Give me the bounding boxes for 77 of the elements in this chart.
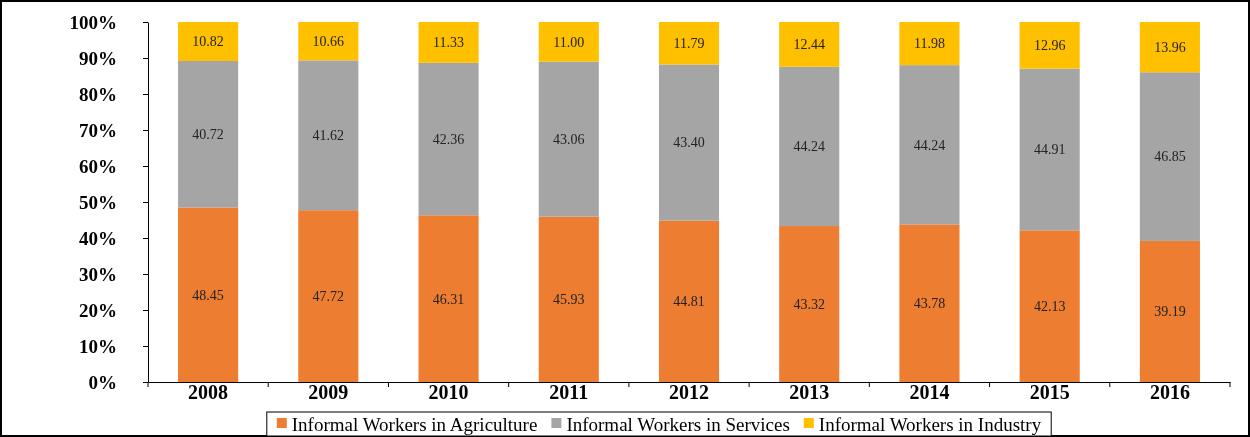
y-tick-label: 70% (79, 119, 117, 141)
data-label: 46.31 (432, 291, 465, 307)
bar (899, 65, 960, 225)
bar (899, 22, 960, 66)
legend-label: Informal Workers in Services (566, 413, 790, 435)
bar (178, 60, 239, 208)
y-tick-label: 0% (88, 371, 117, 393)
bar (779, 66, 840, 227)
x-tick-label: 2016 (1149, 381, 1190, 403)
y-tick-label: 20% (79, 299, 117, 321)
bar (1019, 68, 1080, 231)
data-label: 44.81 (673, 294, 705, 310)
bar (1139, 22, 1200, 73)
bar (418, 215, 479, 382)
data-label: 42.13 (1033, 299, 1066, 315)
data-label: 11.33 (433, 35, 465, 51)
x-tick-label: 2009 (308, 381, 349, 403)
data-label: 10.82 (192, 34, 224, 50)
x-tick-label: 2012 (669, 381, 709, 403)
bar (1139, 240, 1200, 382)
data-label: 10.66 (312, 34, 345, 50)
data-label: 44.24 (913, 137, 946, 153)
bar (298, 60, 359, 211)
legend-label: Informal Workers in Agriculture (291, 413, 538, 435)
data-label: 45.93 (553, 292, 585, 308)
x-tick-label: 2013 (789, 381, 830, 403)
bar (178, 22, 239, 61)
data-label: 43.40 (673, 135, 705, 151)
bar (298, 22, 359, 61)
data-label: 44.24 (793, 139, 825, 155)
bar (538, 61, 599, 217)
bar (658, 64, 720, 221)
bar (658, 22, 720, 65)
x-tick-label: 2011 (549, 381, 589, 403)
data-label: 43.78 (913, 296, 946, 312)
data-label: 43.06 (553, 132, 585, 148)
bar (418, 22, 479, 63)
data-label: 46.85 (1154, 149, 1186, 165)
data-label: 42.36 (432, 131, 465, 147)
data-label: 44.91 (1033, 142, 1066, 158)
bar (538, 216, 599, 382)
y-tick-label: 60% (79, 155, 117, 177)
bar (779, 226, 840, 382)
bar (418, 62, 479, 216)
data-label: 13.96 (1154, 40, 1186, 56)
y-tick-label: 90% (79, 47, 117, 69)
bar (178, 207, 239, 382)
y-tick-label: 80% (79, 83, 117, 105)
bar (899, 224, 960, 382)
data-label: 41.62 (312, 128, 345, 144)
x-tick-label: 2015 (1029, 381, 1070, 403)
data-label: 39.19 (1154, 304, 1186, 320)
bar (298, 210, 359, 382)
data-label: 12.96 (1033, 38, 1066, 54)
bar (658, 220, 720, 382)
y-tick-label: 50% (79, 191, 117, 213)
data-label: 12.44 (793, 37, 825, 53)
x-tick-label: 2010 (428, 381, 469, 403)
bar (538, 22, 599, 62)
x-tick-label: 2008 (188, 381, 229, 403)
data-label: 11.79 (673, 36, 705, 52)
data-label: 48.45 (192, 287, 224, 303)
data-label: 11.98 (913, 36, 945, 52)
data-label: 11.00 (553, 34, 585, 50)
x-tick-label: 2014 (909, 381, 950, 403)
bar (1019, 230, 1080, 382)
data-label: 40.72 (192, 127, 224, 143)
y-tick-label: 100% (69, 11, 117, 33)
bar (779, 22, 840, 67)
bar (1019, 22, 1080, 69)
legend-label: Informal Workers in Industry (818, 413, 1042, 435)
y-tick-label: 10% (79, 335, 117, 357)
bar (1139, 72, 1200, 241)
y-tick-label: 40% (79, 227, 117, 249)
y-tick-label: 30% (79, 263, 117, 285)
data-label: 43.32 (793, 296, 825, 312)
data-label: 47.72 (312, 289, 345, 304)
